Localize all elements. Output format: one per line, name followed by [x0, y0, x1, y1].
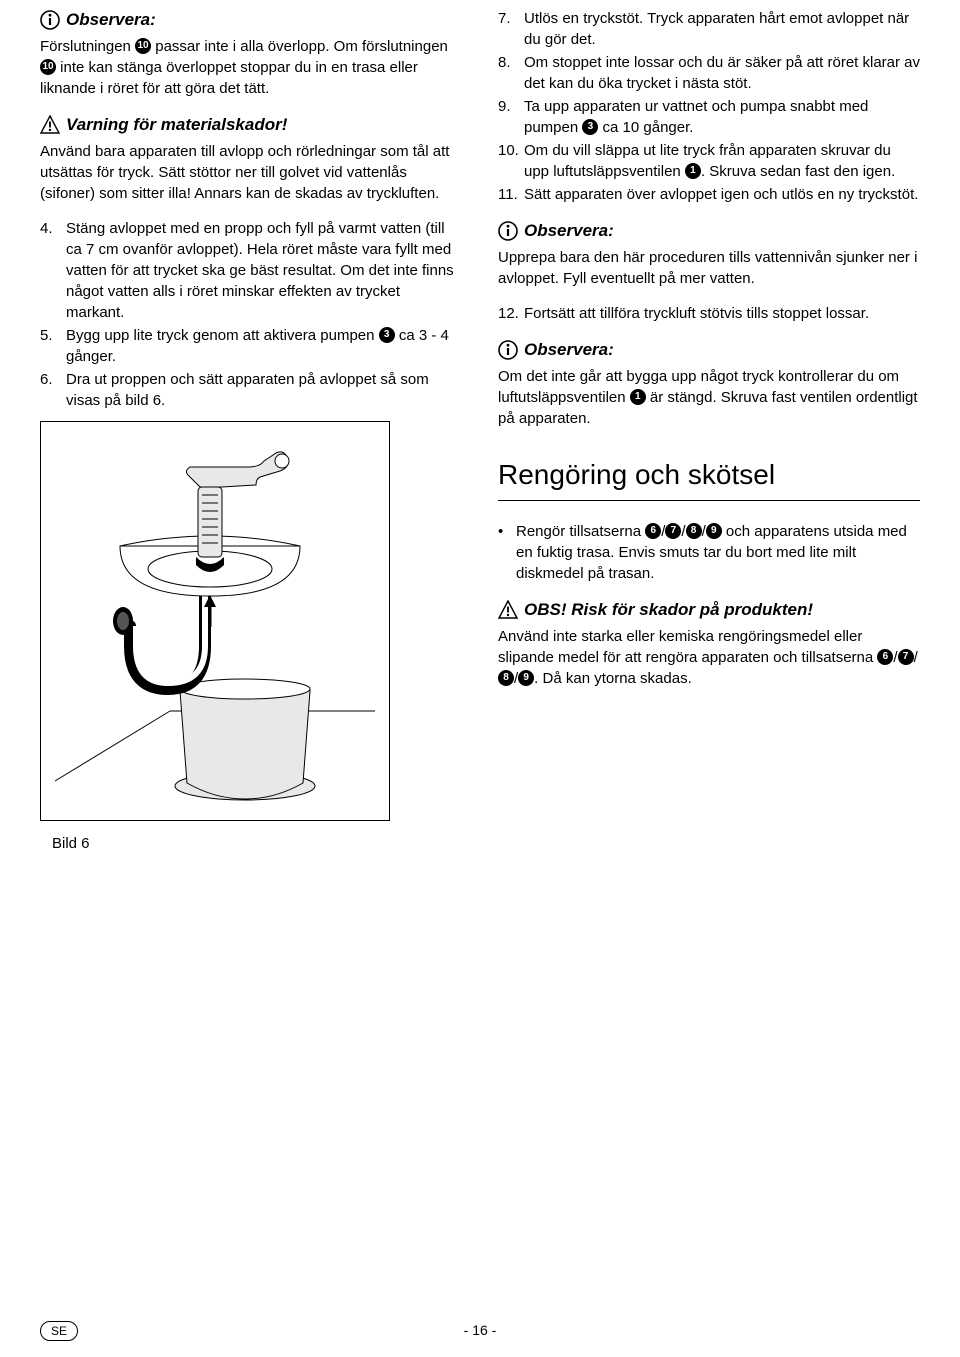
badge-8: 8	[686, 523, 702, 539]
step-8: 8. Om stoppet inte lossar och du är säke…	[498, 52, 920, 94]
step-11: 11. Sätt apparaten över avloppet igen oc…	[498, 184, 920, 205]
badge-10: 10	[40, 59, 56, 75]
observera-text-2: Upprepa bara den här proceduren tills va…	[498, 247, 920, 289]
badge-9: 9	[518, 670, 534, 686]
page-number: - 16 -	[464, 1321, 497, 1341]
observera-text-1: Förslutningen 10 passar inte i alla över…	[40, 36, 462, 99]
info-icon	[40, 10, 60, 30]
warning-icon	[40, 115, 60, 135]
page-footer: SE - 16 -	[40, 1321, 920, 1341]
observera-heading-2: Observera:	[498, 219, 920, 243]
warning-icon	[498, 600, 518, 620]
warning-heading-2: OBS! Risk för skador på produkten!	[498, 598, 920, 622]
badge-6: 6	[645, 523, 661, 539]
badge-7: 7	[665, 523, 681, 539]
badge-10: 10	[135, 38, 151, 54]
badge-1: 1	[685, 163, 701, 179]
observera-heading-1: Observera:	[40, 8, 462, 32]
observera-text-3: Om det inte går att bygga upp något tryc…	[498, 366, 920, 429]
section-heading: Rengöring och skötsel	[498, 455, 920, 494]
right-steps-1: 7. Utlös en tryckstöt. Tryck apparaten h…	[498, 8, 920, 205]
step-12: 12. Fortsätt att tillföra tryckluft stöt…	[498, 303, 920, 324]
warning-title-2: OBS! Risk för skador på produkten!	[524, 598, 813, 622]
step-6: 6. Dra ut proppen och sätt apparaten på …	[40, 369, 462, 411]
warning-title-1: Varning för materialskador!	[66, 113, 287, 137]
observera-heading-3: Observera:	[498, 338, 920, 362]
observera-title-2: Observera:	[524, 219, 614, 243]
info-icon	[498, 340, 518, 360]
badge-3: 3	[582, 119, 598, 135]
badge-8: 8	[498, 670, 514, 686]
badge-1: 1	[630, 389, 646, 405]
figure-caption: Bild 6	[52, 833, 462, 854]
language-badge: SE	[40, 1321, 78, 1341]
warning-heading-1: Varning för materialskador!	[40, 113, 462, 137]
figure-6	[40, 421, 390, 821]
observera-title-1: Observera:	[66, 8, 156, 32]
right-steps-2: 12. Fortsätt att tillföra tryckluft stöt…	[498, 303, 920, 324]
cleaning-bullet-list: • Rengör tillsatserna 6/7/8/9 och appara…	[498, 521, 920, 584]
warning-text-2: Använd inte starka eller kemiska rengöri…	[498, 626, 920, 689]
info-icon	[498, 221, 518, 241]
badge-3: 3	[379, 327, 395, 343]
badge-6: 6	[877, 649, 893, 665]
step-4: 4. Stäng avloppet med en propp och fyll …	[40, 218, 462, 323]
step-9: 9. Ta upp apparaten ur vattnet och pumpa…	[498, 96, 920, 138]
badge-7: 7	[898, 649, 914, 665]
right-column: 7. Utlös en tryckstöt. Tryck apparaten h…	[498, 8, 920, 854]
warning-text-1: Använd bara apparaten till avlopp och rö…	[40, 141, 462, 204]
badge-9: 9	[706, 523, 722, 539]
step-10: 10. Om du vill släppa ut lite tryck från…	[498, 140, 920, 182]
section-rule	[498, 500, 920, 501]
cleaning-bullet: • Rengör tillsatserna 6/7/8/9 och appara…	[498, 521, 920, 584]
left-steps: 4. Stäng avloppet med en propp och fyll …	[40, 218, 462, 411]
left-column: Observera: Förslutningen 10 passar inte …	[40, 8, 462, 854]
step-7: 7. Utlös en tryckstöt. Tryck apparaten h…	[498, 8, 920, 50]
step-5: 5. Bygg upp lite tryck genom att aktiver…	[40, 325, 462, 367]
observera-title-3: Observera:	[524, 338, 614, 362]
